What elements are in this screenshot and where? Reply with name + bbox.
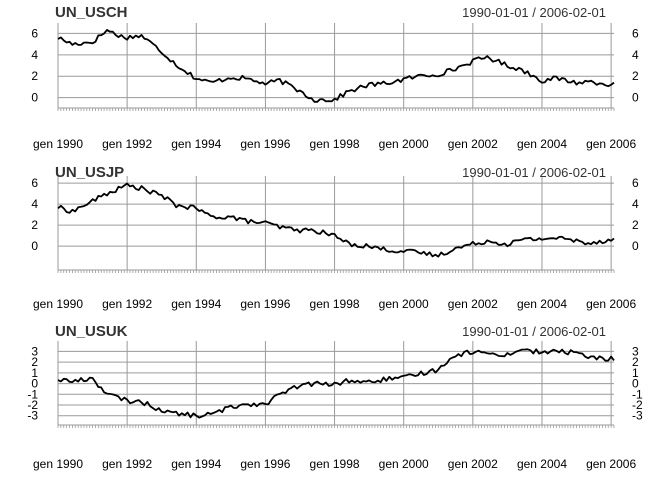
y-tick-label-right: 0 [632,91,639,105]
x-tick-label: gen 1994 [171,457,221,471]
y-tick-label-left: 6 [31,26,38,40]
y-tick-label-right: 6 [632,176,639,190]
y-tick-label-left: 3 [31,344,38,358]
x-tick-label: gen 1992 [102,457,152,471]
y-tick-label-right: 2 [632,355,639,369]
y-tick-label-right: 3 [632,344,639,358]
y-tick-label-right: 1 [632,366,639,380]
panel-date-range: 1990-01-01 / 2006-02-01 [462,5,606,20]
panel-date-range: 1990-01-01 / 2006-02-01 [462,324,606,339]
panel-title: UN_USUK [55,323,128,340]
series-line-un_usjp [57,182,615,258]
x-tick-label: gen 1998 [310,137,360,151]
y-tick-label-right: 6 [632,26,639,40]
x-tick-label: gen 1990 [33,137,83,151]
x-tick-label: gen 2004 [517,457,567,471]
x-tick-label: gen 2006 [586,137,636,151]
y-tick-label-right: 2 [632,69,639,83]
x-tick-label: gen 2000 [379,137,429,151]
x-tick-label: gen 1992 [102,297,152,311]
y-tick-label-right: -1 [632,387,643,401]
x-tick-label: gen 2006 [586,297,636,311]
x-tick-label: gen 2006 [586,457,636,471]
x-tick-label: gen 2002 [448,457,498,471]
x-tick-label: gen 2000 [379,457,429,471]
y-tick-label-left: 4 [31,48,38,62]
y-tick-label-right: 0 [632,239,639,253]
y-tick-label-left: -1 [27,387,38,401]
y-tick-label-left: 1 [31,366,38,380]
y-tick-label-right: -2 [632,398,643,412]
y-tick-label-left: 2 [31,69,38,83]
x-tick-label: gen 2002 [448,297,498,311]
x-tick-label: gen 1992 [102,137,152,151]
y-tick-label-right: -3 [632,409,643,423]
x-tick-label: gen 1996 [240,297,290,311]
panel-title: UN_USJP [55,164,124,181]
x-tick-label: gen 1994 [171,137,221,151]
x-tick-label: gen 2004 [517,297,567,311]
panel-title: UN_USCH [55,4,128,21]
panel-un_usch: 0 0 2 2 4 4 6 6 gen 1990 gen 1992 gen 1994 gen 1996… [31,4,639,151]
y-tick-label-left: 4 [31,197,38,211]
y-tick-label-left: 0 [31,239,38,253]
x-tick-label: gen 1996 [240,137,290,151]
y-tick-label-left: -2 [27,398,38,412]
y-tick-label-right: 2 [632,218,639,232]
x-tick-label: gen 1996 [240,457,290,471]
panel-un_usjp: 0 0 2 2 4 4 6 6 gen 1990 gen 1992 gen 1994 gen 1996… [31,164,639,311]
x-tick-label: gen 1994 [171,297,221,311]
x-tick-label: gen 1990 [33,457,83,471]
x-tick-label: gen 2002 [448,137,498,151]
series-line-un_usuk [57,348,615,419]
x-tick-label: gen 2004 [517,137,567,151]
x-tick-label: gen 1998 [310,297,360,311]
y-tick-label-left: 0 [31,377,38,391]
x-tick-label: gen 1990 [33,297,83,311]
panel-date-range: 1990-01-01 / 2006-02-01 [462,165,606,180]
y-tick-label-right: 0 [632,377,639,391]
series-line-un_usch [57,29,615,103]
y-tick-label-right: 4 [632,48,639,62]
y-tick-label-left: -3 [27,409,38,423]
y-tick-label-left: 2 [31,218,38,232]
y-tick-label-right: 4 [632,197,639,211]
x-tick-label: gen 2000 [379,297,429,311]
y-tick-label-left: 6 [31,176,38,190]
y-tick-label-left: 0 [31,91,38,105]
y-tick-label-left: 2 [31,355,38,369]
x-tick-label: gen 1998 [310,457,360,471]
